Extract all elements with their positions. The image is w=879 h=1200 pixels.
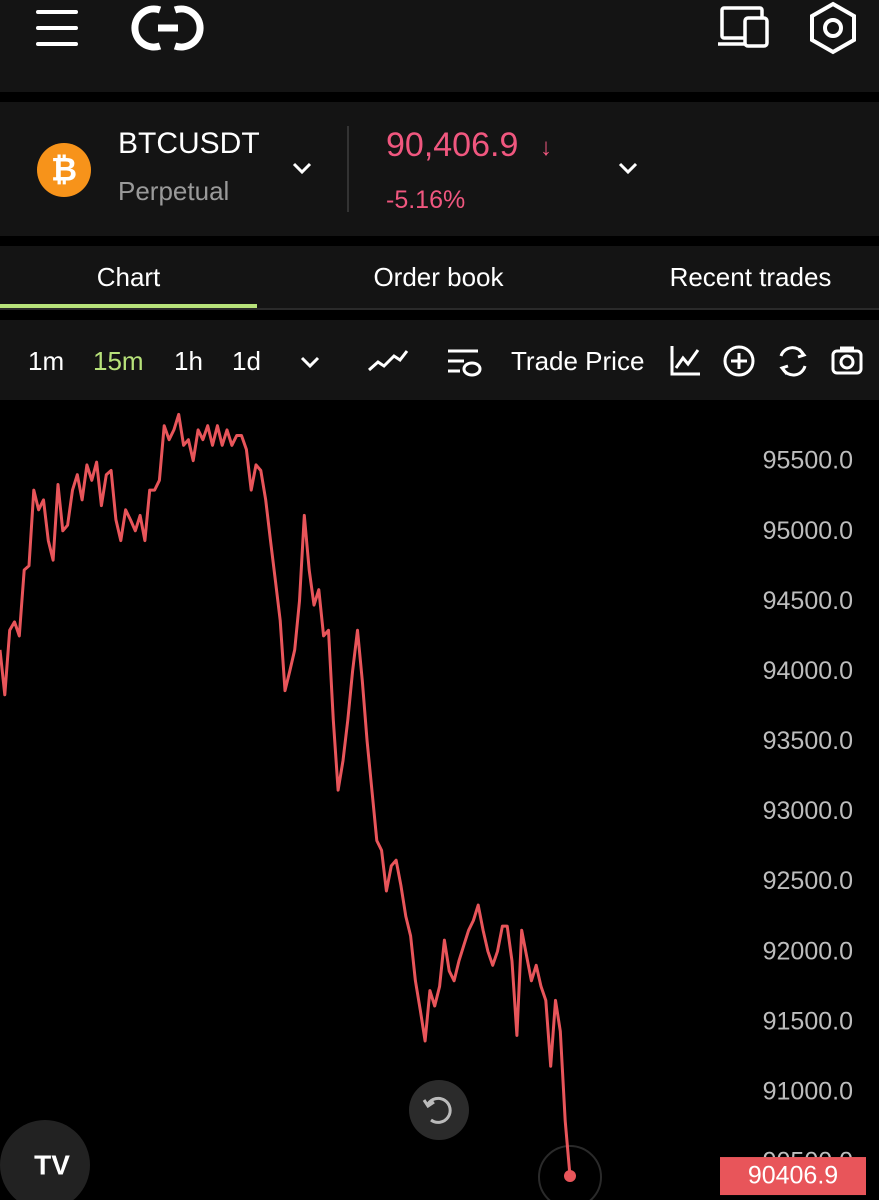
tab[interactable]: Recent trades <box>669 262 832 292</box>
line-style-icon[interactable] <box>366 346 410 376</box>
tradingview-logo[interactable]: TV <box>0 1120 90 1200</box>
price-type[interactable]: Trade Price <box>511 346 645 376</box>
divider <box>347 126 349 212</box>
direction-arrow: ↓ <box>540 134 552 161</box>
y-tick-label: 91500.0 <box>763 1007 853 1035</box>
menu-icon[interactable] <box>36 10 78 46</box>
y-tick-label: 94500.0 <box>763 587 853 615</box>
price-change: -5.16% <box>386 186 466 214</box>
top-icons <box>36 1 856 55</box>
last-price-label: 90406.9 <box>748 1162 838 1190</box>
last-price-tag: 90406.9 <box>720 1157 866 1196</box>
price-chart: TV 90500.091000.091500.092000.092500.093… <box>0 412 866 1200</box>
active-tab-indicator <box>0 304 257 308</box>
snapshot-icon[interactable] <box>831 346 863 375</box>
btc-icon: ₿ <box>37 143 91 197</box>
add-icon[interactable] <box>723 345 755 377</box>
y-tick-label: 94000.0 <box>763 657 853 685</box>
toolbar-icons <box>670 345 863 377</box>
y-tick-label: 95500.0 <box>763 447 853 475</box>
reset-button[interactable] <box>409 1080 469 1140</box>
contract-type: Perpetual <box>118 176 230 206</box>
last-point-halo <box>538 1145 602 1200</box>
y-tick-label: 95000.0 <box>763 517 853 545</box>
tabs: Chart Order book Recent trades <box>0 246 879 310</box>
y-tick-label: 93500.0 <box>763 727 853 755</box>
y-tick-label: 92000.0 <box>763 937 853 965</box>
last-price: 90,406.9 <box>386 126 519 164</box>
logo[interactable] <box>131 5 204 51</box>
interval-dropdown[interactable] <box>298 354 322 370</box>
y-tick-label: 92500.0 <box>763 867 853 895</box>
toolbar: 1m 15m 1h 1d Trade Price <box>0 320 879 400</box>
refresh-icon[interactable] <box>779 346 807 377</box>
price-line <box>0 412 572 1177</box>
tab[interactable]: Order book <box>373 262 504 292</box>
ticker-panel: ₿ BTCUSDT Perpetual 90,406.9 ↓ -5.16% <box>0 102 879 236</box>
svg-text:TV: TV <box>34 1149 70 1180</box>
interval[interactable]: 1h <box>174 346 203 376</box>
display-settings-icon[interactable] <box>444 346 484 380</box>
interval[interactable]: 1m <box>28 346 65 376</box>
devices-icon[interactable] <box>718 6 769 48</box>
indicators-icon[interactable] <box>670 346 700 376</box>
y-tick-label: 93000.0 <box>763 797 853 825</box>
tab[interactable]: Chart <box>96 262 161 292</box>
price-dropdown[interactable] <box>616 160 640 176</box>
last-price-box <box>720 1157 866 1196</box>
top-bar <box>0 0 879 92</box>
y-tick-label: 91000.0 <box>763 1078 853 1106</box>
last-point <box>564 1170 576 1183</box>
symbol: BTCUSDT <box>118 127 260 160</box>
interval[interactable]: 1d <box>232 346 261 376</box>
symbol-dropdown[interactable] <box>290 160 314 176</box>
svg-text:₿: ₿ <box>51 151 77 187</box>
settings-icon[interactable] <box>810 1 856 55</box>
interval[interactable]: 15m <box>93 346 144 376</box>
